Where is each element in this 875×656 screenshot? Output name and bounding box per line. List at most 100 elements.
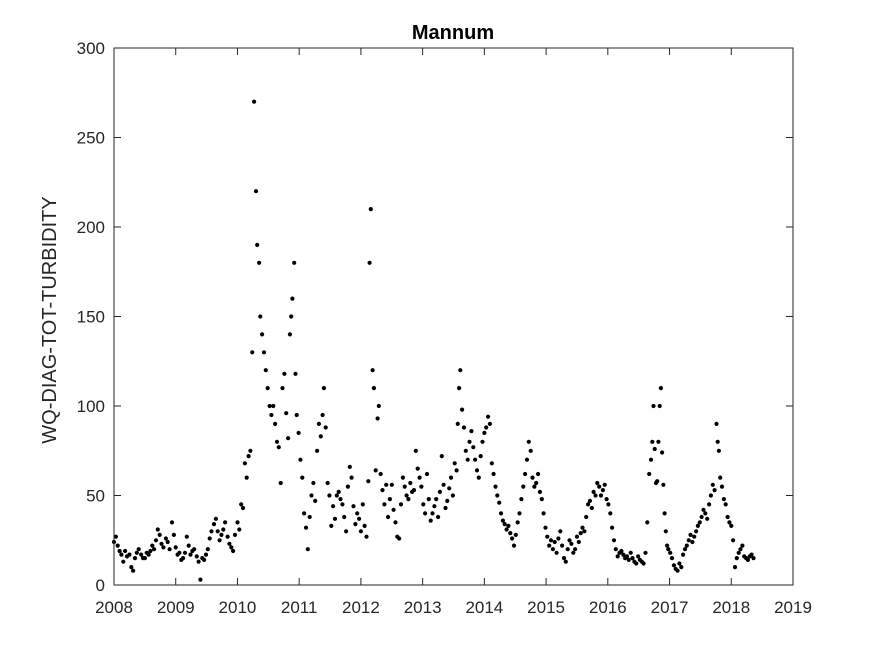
- data-point: [651, 403, 656, 409]
- data-point: [242, 461, 247, 466]
- data-point: [471, 445, 476, 450]
- data-point: [697, 520, 702, 525]
- data-point: [192, 547, 197, 552]
- data-point: [257, 260, 262, 265]
- data-point: [467, 439, 472, 444]
- data-point: [484, 425, 489, 430]
- data-point: [500, 518, 505, 523]
- data-point: [443, 505, 448, 511]
- data-point: [213, 516, 218, 521]
- data-point: [663, 529, 668, 534]
- data-point: [486, 414, 491, 419]
- data-point: [177, 550, 182, 555]
- data-point: [497, 500, 502, 505]
- data-point: [173, 545, 178, 550]
- data-point: [688, 532, 693, 538]
- data-point: [461, 425, 467, 430]
- data-point: [320, 412, 325, 418]
- data-point: [437, 489, 442, 494]
- data-point: [421, 502, 426, 507]
- data-point: [480, 439, 485, 444]
- data-point: [127, 552, 132, 557]
- data-point: [436, 514, 441, 520]
- data-point: [290, 296, 295, 301]
- data-point: [523, 471, 528, 477]
- data-point: [146, 552, 151, 557]
- data-point: [371, 386, 376, 391]
- data-point: [261, 350, 267, 355]
- data-point: [357, 516, 362, 521]
- data-point: [576, 539, 581, 545]
- data-point: [561, 556, 567, 561]
- data-point: [384, 482, 389, 487]
- data-point: [738, 547, 743, 552]
- data-point: [515, 520, 520, 525]
- data-point: [323, 425, 328, 430]
- data-point: [150, 543, 155, 548]
- data-point: [615, 554, 620, 559]
- data-point: [250, 350, 255, 355]
- data-point: [239, 502, 244, 507]
- data-point: [358, 529, 363, 534]
- data-point: [342, 514, 347, 520]
- data-point: [482, 430, 487, 435]
- data-point: [476, 475, 481, 480]
- data-point: [613, 547, 618, 552]
- x-tick-label: 2013: [404, 598, 442, 617]
- data-point: [473, 457, 478, 462]
- data-point: [303, 525, 309, 530]
- data-point: [203, 552, 209, 557]
- data-point: [367, 260, 372, 265]
- data-point: [289, 314, 294, 319]
- data-point: [705, 516, 710, 521]
- data-point: [611, 538, 617, 543]
- data-point: [534, 480, 539, 486]
- data-point: [155, 527, 160, 532]
- data-point: [498, 511, 504, 516]
- data-point: [132, 556, 138, 561]
- chart-title: Mannum: [412, 22, 494, 44]
- data-point: [434, 497, 439, 502]
- data-point: [580, 525, 585, 530]
- data-point: [298, 457, 303, 462]
- data-point: [528, 448, 533, 453]
- data-point: [447, 486, 452, 491]
- data-point: [255, 242, 260, 247]
- data-point: [305, 547, 310, 552]
- data-point: [366, 479, 371, 484]
- data-point: [334, 493, 339, 498]
- data-point: [582, 529, 587, 534]
- data-point: [719, 484, 725, 489]
- data-point: [645, 520, 650, 525]
- data-point: [321, 386, 326, 391]
- data-point: [715, 439, 720, 444]
- data-point: [260, 332, 265, 337]
- data-point: [424, 471, 430, 477]
- data-point: [400, 475, 405, 480]
- data-point: [115, 543, 120, 548]
- data-point: [662, 511, 667, 516]
- data-point: [182, 550, 188, 555]
- data-point: [574, 534, 580, 539]
- data-point: [278, 480, 283, 486]
- data-point: [316, 421, 321, 426]
- data-point: [397, 536, 402, 541]
- data-point: [237, 527, 242, 532]
- data-point: [751, 556, 756, 561]
- data-point: [248, 448, 253, 453]
- data-point: [656, 439, 661, 444]
- y-tick-label: 300: [77, 39, 105, 58]
- y-tick-label: 0: [96, 576, 105, 595]
- y-tick-label: 200: [77, 218, 105, 237]
- data-point: [567, 538, 572, 543]
- x-tick-label: 2017: [651, 598, 689, 617]
- data-point: [186, 543, 191, 548]
- data-point: [119, 552, 124, 557]
- data-point: [225, 534, 230, 539]
- x-tick-label: 2019: [774, 598, 812, 617]
- data-point: [731, 538, 736, 543]
- x-tick-label: 2016: [589, 598, 627, 617]
- data-point: [560, 543, 565, 548]
- data-point: [548, 538, 554, 543]
